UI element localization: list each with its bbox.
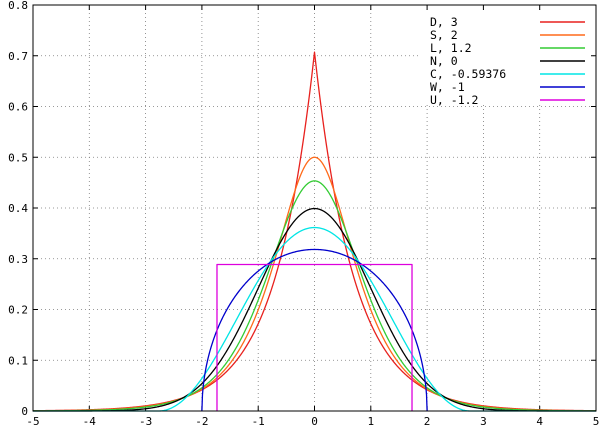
x-tick-label: 3 <box>480 415 487 428</box>
x-tick-label: 1 <box>367 415 374 428</box>
x-tick-label: -4 <box>83 415 97 428</box>
series-line-normal <box>32 207 597 412</box>
x-tick-label: 5 <box>593 415 600 428</box>
series-line-logistic <box>32 180 597 412</box>
x-tick-label: -2 <box>195 415 208 428</box>
x-tick-label: 4 <box>536 415 543 428</box>
axis-ticks: -5 -4 -3 -2 -1 0 1 2 3 4 5 0 0.1 0.2 0.3 0.4 0.5 0.6 0.7 0.… <box>8 0 599 428</box>
plot-border <box>32 4 597 412</box>
series-line-wigner-semicircle <box>201 248 428 412</box>
legend-label-logistic: L, 1.2 <box>430 41 472 55</box>
y-tick-label: 0.1 <box>8 354 28 367</box>
y-tick-label: 0.4 <box>8 202 28 215</box>
x-tick-label: 2 <box>424 415 431 428</box>
legend-label-laplace: D, 3 <box>430 15 458 29</box>
y-tick-label: 0.8 <box>8 0 28 12</box>
x-tick-label: -5 <box>26 415 39 428</box>
y-tick-label: 0.7 <box>8 50 28 63</box>
series-line-uniform <box>216 263 413 411</box>
x-tick-label: -3 <box>139 415 152 428</box>
series-line-hyperbolic-secant <box>32 156 597 412</box>
x-tick-label: 0 <box>311 415 318 428</box>
y-tick-label: 0 <box>21 405 28 418</box>
x-tick-label: -1 <box>252 415 265 428</box>
series-line-raised-cosine <box>32 226 597 412</box>
legend-label-wigner-semicircle: W, -1 <box>430 80 465 94</box>
y-tick-label: 0.3 <box>8 253 28 266</box>
y-tick-label: 0.2 <box>8 304 28 317</box>
y-tick-label: 0.5 <box>8 151 28 164</box>
legend-label-raised-cosine: C, -0.59376 <box>430 67 506 81</box>
y-tick-label: 0.6 <box>8 101 28 114</box>
legend-label-hyperbolic-secant: S, 2 <box>430 28 458 42</box>
legend-label-uniform: U, -1.2 <box>430 93 478 107</box>
legend-label-normal: N, 0 <box>430 54 458 68</box>
